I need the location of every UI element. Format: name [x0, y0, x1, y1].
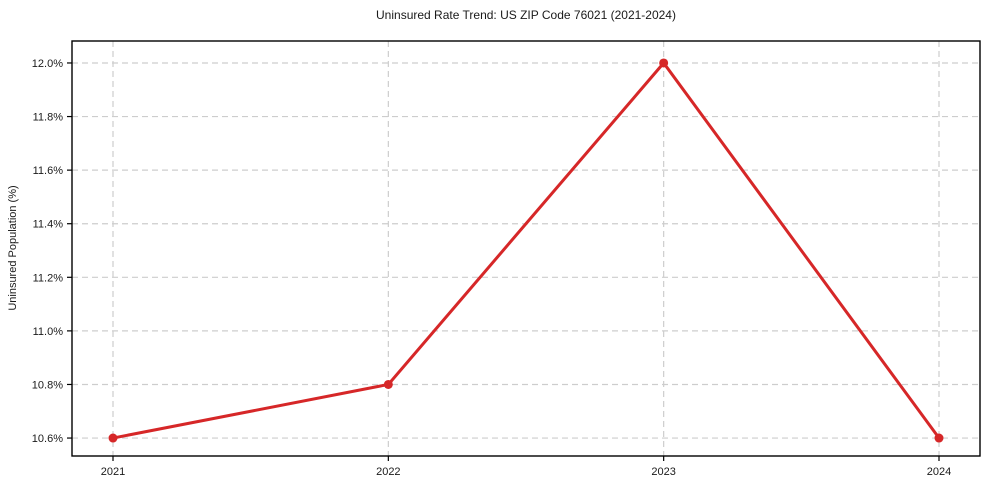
y-tick-label: 11.2%	[33, 272, 64, 284]
y-tick-label: 10.6%	[32, 433, 63, 445]
y-tick-label: 11.8%	[33, 112, 64, 124]
x-tick-label: 2024	[927, 466, 951, 478]
y-tick-label: 11.6%	[33, 165, 64, 177]
data-point-marker	[934, 433, 944, 443]
chart-title: Uninsured Rate Trend: US ZIP Code 76021 …	[376, 8, 676, 22]
y-tick-label: 11.0%	[33, 326, 64, 338]
y-tick-label: 12.0%	[32, 58, 63, 70]
x-tick-label: 2022	[376, 466, 400, 478]
x-tick-label: 2023	[651, 466, 675, 478]
x-tick-label: 2021	[101, 466, 125, 478]
y-tick-label: 11.4%	[33, 219, 64, 231]
plot-border	[71, 40, 981, 457]
y-tick-label: 10.8%	[32, 379, 63, 391]
data-point-marker	[108, 433, 118, 443]
data-point-marker	[659, 58, 669, 68]
trend-line	[111, 60, 941, 440]
data-point-marker	[383, 379, 393, 389]
